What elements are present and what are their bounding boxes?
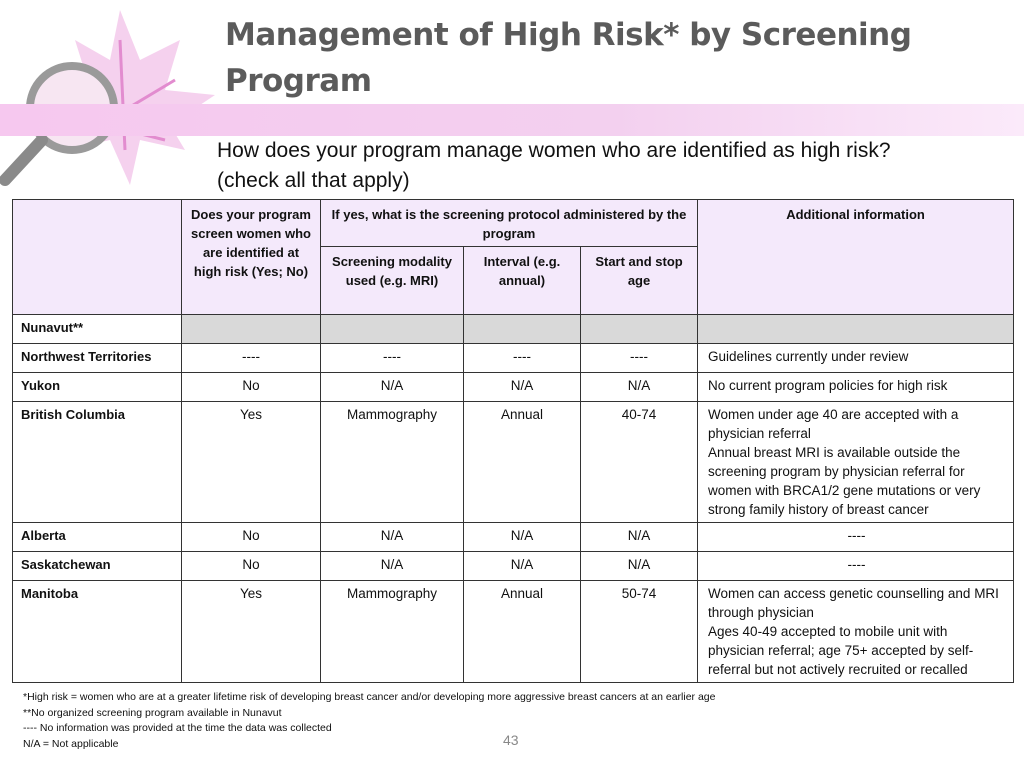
subtitle-line: (check all that apply) — [217, 169, 410, 192]
cell: N/A — [463, 522, 581, 552]
table: Does your program screen women who are i… — [12, 199, 1015, 683]
cell: Yes — [181, 580, 321, 683]
info-text: ---- — [847, 557, 866, 572]
footnotes: *High risk = women who are at a greater … — [23, 690, 716, 752]
cell: N/A — [320, 522, 464, 552]
cell: N/A — [463, 551, 581, 581]
cell: Annual — [463, 401, 581, 523]
column-header: Screening modality used (e.g. MRI) — [320, 246, 464, 315]
cell: N/A — [320, 551, 464, 581]
info-cell: Women under age 40 are accepted with a p… — [697, 401, 1015, 523]
decoration — [0, 10, 215, 186]
info-cell: Guidelines currently under review — [697, 343, 1015, 373]
footnote: *High risk = women who are at a greater … — [23, 691, 716, 703]
corner-cell — [12, 199, 182, 315]
info-cell: No current program policies for high ris… — [697, 372, 1015, 402]
empty-cell — [181, 314, 321, 344]
cell: Yes — [181, 401, 321, 523]
subtitle-line: How does your program manage women who a… — [217, 139, 891, 162]
row-label: Alberta — [12, 522, 182, 552]
cell: 50-74 — [579, 580, 699, 683]
info-cell: ---- — [697, 551, 1015, 581]
empty-cell — [579, 314, 699, 344]
info-text: Guidelines currently under review — [708, 349, 909, 364]
header-band — [0, 104, 1024, 136]
row-label: British Columbia — [12, 401, 182, 523]
cell: 40-74 — [579, 401, 699, 523]
column-header: If yes, what is the screening protocol a… — [319, 199, 699, 247]
table-row: Yukon No N/A N/A N/A No current program polic… — [12, 372, 1015, 402]
column-header: Interval (e.g. annual) — [463, 246, 581, 315]
info-text: Ages 40-49 accepted to mobile unit with … — [708, 624, 974, 677]
row-label: Manitoba — [12, 580, 182, 683]
row-label: Northwest Territories — [12, 343, 182, 373]
cell: N/A — [579, 551, 699, 581]
cell: Mammography — [320, 580, 464, 683]
footnote: **No organized screening program availab… — [23, 706, 282, 719]
slide-title: Management of High Risk* by Screening Pro… — [225, 12, 912, 104]
info-text: Women under age 40 are accepted with a p… — [708, 407, 959, 441]
table-row: Manitoba Yes Mammography Annual 50-74 Women c… — [12, 580, 1015, 683]
row-label: Yukon — [12, 372, 182, 402]
info-text: No current program policies for high ris… — [708, 378, 948, 393]
info-text: ---- — [847, 528, 866, 543]
column-header: Start and stop age — [579, 246, 699, 315]
cell: N/A — [579, 372, 699, 402]
cell: Annual — [463, 580, 581, 683]
footnote: ---- No information was provided at the … — [23, 722, 332, 734]
table-row: Northwest Territories ---- ---- ---- ---- Gui… — [12, 343, 1015, 373]
table-row: British Columbia Yes Mammography Annual 40-7… — [12, 401, 1015, 523]
cell: ---- — [181, 343, 321, 373]
cell: N/A — [320, 372, 464, 402]
info-text: Annual breast MRI is available outside t… — [708, 445, 981, 517]
table-body: Nunavut** Northwest Territories ---- ---- --… — [12, 314, 1015, 683]
subtitle: How does your program manage women who a… — [217, 136, 891, 196]
empty-cell — [697, 314, 1015, 344]
table-row: Nunavut** — [12, 314, 1015, 344]
table-row: Alberta No N/A N/A N/A ---- — [12, 522, 1015, 552]
cell: No — [181, 522, 321, 552]
info-cell: Women can access genetic counselling and… — [697, 580, 1015, 683]
column-header: Does your program screen women who are i… — [181, 199, 321, 315]
table-row: Saskatchewan No N/A N/A N/A ---- — [12, 551, 1015, 581]
title-line: Program — [225, 63, 372, 99]
cell: ---- — [463, 343, 581, 373]
info-cell: ---- — [697, 522, 1015, 552]
row-label: Saskatchewan — [12, 551, 182, 581]
empty-cell — [463, 314, 581, 344]
cell: N/A — [463, 372, 581, 402]
cell: Mammography — [320, 401, 464, 523]
cell: No — [181, 551, 321, 581]
row-label: Nunavut** — [12, 314, 182, 344]
cell: ---- — [579, 343, 699, 373]
info-text: Women can access genetic counselling and… — [708, 586, 999, 620]
cell: ---- — [320, 343, 464, 373]
page-number: 43 — [503, 732, 519, 748]
title-line: Management of High Risk* by Screening — [225, 17, 912, 53]
cell: N/A — [579, 522, 699, 552]
cell: No — [181, 372, 321, 402]
footnote: N/A = Not applicable — [23, 737, 119, 750]
column-header: Additional information — [697, 199, 1015, 315]
empty-cell — [320, 314, 464, 344]
